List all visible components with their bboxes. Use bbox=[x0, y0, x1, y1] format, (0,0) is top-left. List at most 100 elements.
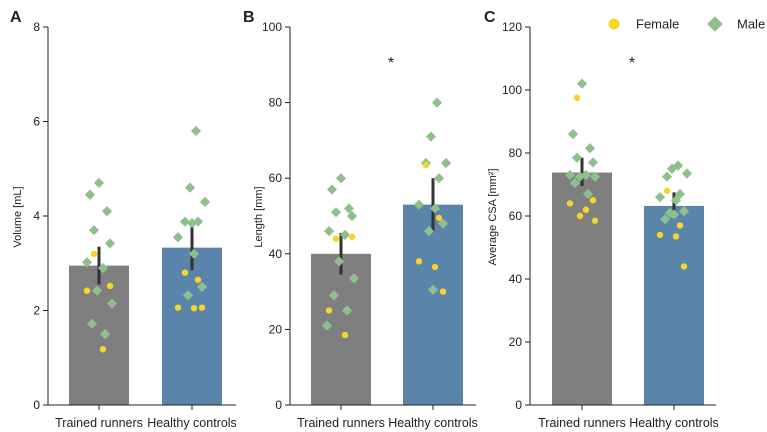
point-female-b bbox=[439, 288, 447, 295]
bar-a-healthy-controls bbox=[162, 247, 222, 405]
point-male-a bbox=[184, 182, 196, 193]
point-male-b bbox=[431, 97, 443, 108]
point-male-a bbox=[186, 217, 198, 229]
point-male-a bbox=[104, 238, 116, 249]
y-tick-label-c: 40 bbox=[509, 272, 523, 286]
point-female-a bbox=[194, 276, 202, 283]
point-female-c bbox=[589, 197, 597, 204]
panel-b: 0 20 40 60 80 100 Trained runners Healthy contr… bbox=[262, 20, 478, 430]
point-female-b bbox=[325, 307, 333, 314]
panel-a: 0 2 4 6 8 Trained runners Healthy controls bbox=[33, 20, 237, 430]
y-axis-label-b: Length [mm] bbox=[253, 186, 265, 247]
panel-letter-a: A bbox=[10, 9, 22, 26]
bar-a-trained-runners bbox=[69, 265, 129, 405]
panel-c: 0 20 40 60 80 100 120 Trained runners Healthy co… bbox=[502, 20, 719, 430]
y-tick-label-c: 100 bbox=[502, 83, 522, 97]
panel-letter-b: B bbox=[243, 9, 255, 26]
y-tick-label-a: 6 bbox=[33, 115, 40, 129]
x-tick-label-c-healthy-controls: Healthy controls bbox=[629, 416, 719, 430]
y-tick-label-c: 60 bbox=[509, 209, 523, 223]
point-male-b bbox=[330, 207, 342, 218]
x-tick-label-b-trained-runners: Trained runners bbox=[297, 416, 385, 430]
point-female-c bbox=[576, 212, 584, 220]
y-axis-label-a: Volume [mL] bbox=[12, 186, 24, 247]
y-tick-label-b: 20 bbox=[269, 322, 283, 336]
y-tick-label-a: 4 bbox=[33, 209, 40, 223]
point-male-c bbox=[654, 192, 666, 203]
point-male-a bbox=[101, 206, 113, 217]
point-male-c bbox=[584, 143, 596, 154]
point-female-c bbox=[573, 94, 581, 102]
y-tick-label-a: 0 bbox=[33, 398, 40, 412]
point-male-c bbox=[661, 171, 673, 182]
legend-female-marker bbox=[608, 18, 620, 30]
y-tick-label-a: 8 bbox=[33, 20, 40, 34]
point-female-a bbox=[83, 287, 91, 294]
y-tick-label-b: 0 bbox=[275, 398, 282, 412]
point-female-b bbox=[422, 161, 430, 169]
x-tick-label-b-healthy-controls: Healthy controls bbox=[388, 416, 478, 430]
x-tick-label-c-trained-runners: Trained runners bbox=[538, 416, 626, 430]
legend-female-label: Female bbox=[636, 17, 679, 32]
point-female-a bbox=[198, 304, 206, 311]
point-female-a bbox=[90, 250, 98, 257]
y-tick-label-b: 100 bbox=[262, 20, 282, 34]
y-tick-label-b: 80 bbox=[269, 96, 283, 110]
panel-letters: A B C bbox=[10, 9, 496, 26]
point-male-b bbox=[425, 131, 437, 142]
point-female-c bbox=[582, 206, 590, 213]
point-female-c bbox=[672, 233, 680, 240]
x-tick-label-a-healthy-controls: Healthy controls bbox=[147, 416, 237, 430]
y-tick-label-c: 20 bbox=[509, 335, 523, 349]
point-male-a bbox=[179, 216, 191, 227]
point-male-b bbox=[323, 226, 335, 237]
y-axis-label-c: Average CSA [mm²] bbox=[487, 169, 499, 266]
point-female-b bbox=[332, 235, 340, 242]
point-female-c bbox=[676, 222, 684, 229]
point-female-c bbox=[680, 263, 688, 270]
y-tick-label-b: 40 bbox=[269, 247, 283, 261]
point-female-c bbox=[566, 200, 574, 207]
point-male-a bbox=[88, 225, 100, 236]
y-tick-label-a: 2 bbox=[33, 304, 40, 318]
significance-marker-b: * bbox=[388, 55, 394, 72]
point-female-a bbox=[99, 346, 107, 353]
legend-male-label: Male bbox=[737, 17, 765, 32]
bar-c-trained-runners bbox=[552, 172, 612, 405]
point-male-c bbox=[567, 129, 579, 140]
point-female-c bbox=[656, 231, 664, 239]
point-female-b bbox=[435, 214, 443, 222]
point-female-a bbox=[106, 282, 114, 290]
point-male-b bbox=[326, 184, 338, 195]
point-female-b bbox=[341, 331, 349, 339]
point-male-b bbox=[433, 173, 445, 184]
point-female-c bbox=[591, 217, 599, 224]
bar-b-healthy-controls bbox=[403, 204, 463, 405]
bar-c-healthy-controls bbox=[644, 205, 704, 405]
point-male-c bbox=[681, 168, 693, 179]
point-female-b bbox=[431, 263, 439, 271]
point-female-a bbox=[190, 304, 198, 312]
point-male-c bbox=[587, 157, 599, 168]
legend-male-marker bbox=[707, 16, 723, 32]
point-female-a bbox=[174, 304, 182, 311]
x-tick-label-a-trained-runners: Trained runners bbox=[55, 416, 143, 430]
legend: Female Male bbox=[608, 16, 765, 32]
point-male-a bbox=[199, 196, 211, 207]
axis-titles: Volume [mL] Length [mm] Average CSA [mm²… bbox=[12, 169, 499, 266]
point-male-c bbox=[576, 78, 588, 89]
point-male-a bbox=[84, 189, 96, 200]
y-tick-label-c: 0 bbox=[515, 398, 522, 412]
significance-marker-c: * bbox=[629, 55, 635, 72]
point-male-a bbox=[172, 232, 184, 243]
point-female-b bbox=[415, 258, 423, 265]
point-female-c bbox=[663, 187, 671, 194]
y-tick-label-c: 80 bbox=[509, 146, 523, 160]
y-tick-label-c: 120 bbox=[502, 20, 522, 34]
point-male-a bbox=[93, 177, 105, 189]
y-tick-label-b: 60 bbox=[269, 171, 283, 185]
point-male-b bbox=[335, 173, 347, 184]
point-male-a bbox=[188, 248, 200, 259]
